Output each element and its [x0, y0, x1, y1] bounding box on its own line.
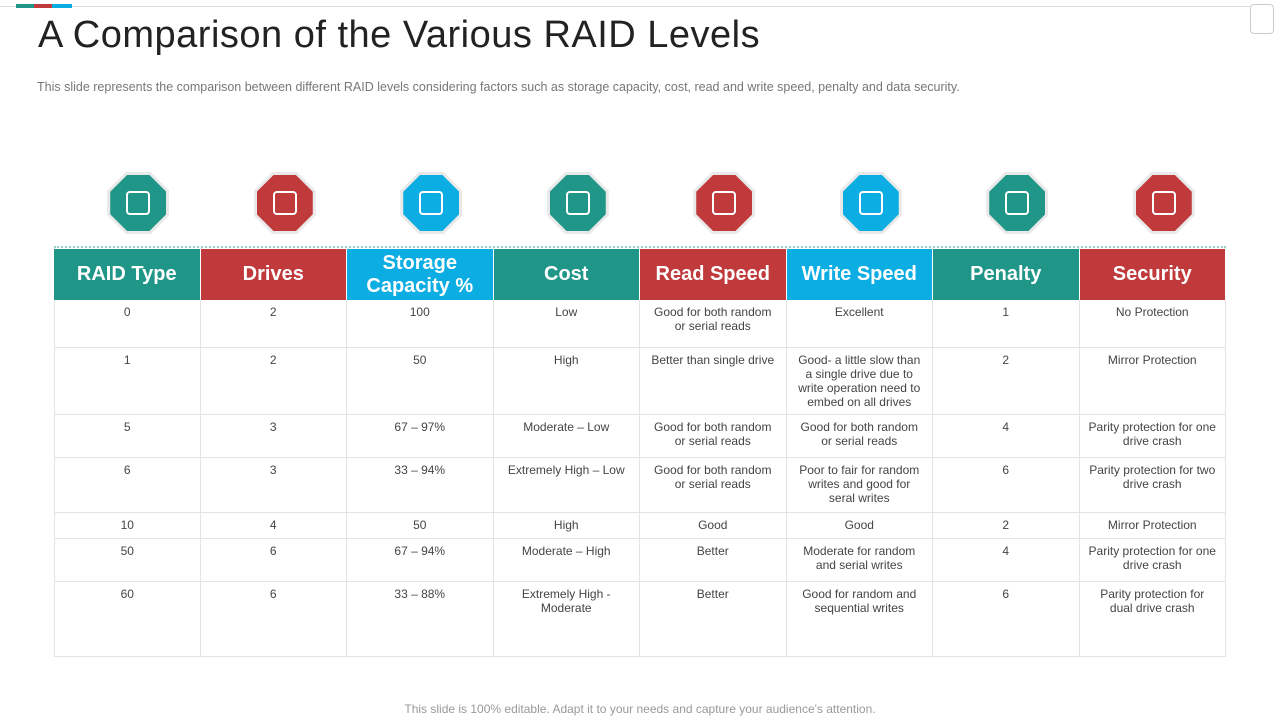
icon-glyph [419, 191, 444, 215]
table-cell: Moderate – Low [493, 415, 640, 458]
table-cell: 6 [933, 458, 1080, 513]
table-cell: Good for both random or serial reads [640, 300, 787, 348]
table-cell: 2 [200, 348, 347, 415]
table-cell: Extremely High – Low [493, 458, 640, 513]
table-cell: 60 [54, 582, 201, 657]
table-cell: 3 [200, 458, 347, 513]
header-cell: Penalty [933, 249, 1080, 300]
table-cell: 5 [54, 415, 201, 458]
table-cell: High [493, 513, 640, 539]
icon [403, 175, 460, 231]
header-cell: Cost [493, 249, 640, 300]
table-cell: 1 [933, 300, 1080, 348]
title: A Comparison of the Various RAID Levels [38, 14, 761, 56]
table-cell: 1 [54, 348, 201, 415]
icon-glyph [858, 191, 883, 215]
icon [696, 175, 753, 231]
icon-glyph [565, 191, 590, 215]
table-cell: Mirror Protection [1079, 513, 1226, 539]
table-cell: 100 [347, 300, 494, 348]
icon-glyph [712, 191, 737, 215]
table-cell: 33 – 88% [347, 582, 494, 657]
footer: This slide is 100% editable. Adapt it to… [404, 702, 876, 716]
icon-glyph [1151, 191, 1176, 215]
table-cell: Parity protection for one drive crash [1079, 415, 1226, 458]
table-cell: 0 [54, 300, 201, 348]
table-top-dots [54, 246, 1226, 248]
table-cell: Good for both random or serial reads [640, 458, 787, 513]
table-cell: 6 [933, 582, 1080, 657]
table-cell: 2 [200, 300, 347, 348]
table-cell: Moderate for random and serial writes [786, 539, 933, 582]
table-cell: Parity protection for two drive crash [1079, 458, 1226, 513]
accent-bar [52, 4, 72, 8]
icon [989, 175, 1046, 231]
accent-bar [34, 4, 52, 8]
table-cell: Extremely High - Moderate [493, 582, 640, 657]
table-cell: Good- a little slow than a single drive … [786, 348, 933, 415]
table-cell: 4 [933, 539, 1080, 582]
icon [842, 175, 899, 231]
table-cell: Parity protection for one drive crash [1079, 539, 1226, 582]
corner-box [1250, 4, 1274, 34]
icon [549, 175, 606, 231]
icon-glyph [1005, 191, 1030, 215]
table-cell: 10 [54, 513, 201, 539]
icon [1135, 175, 1192, 231]
header-cell: Security [1079, 249, 1226, 300]
table-cell: Good for both random or serial reads [786, 415, 933, 458]
header-cell: RAID Type [54, 249, 201, 300]
table-cell: Excellent [786, 300, 933, 348]
accent-bar [16, 4, 34, 8]
header-cell: Write Speed [786, 249, 933, 300]
table-cell: Moderate – High [493, 539, 640, 582]
table-cell: 2 [933, 513, 1080, 539]
table-cell: 33 – 94% [347, 458, 494, 513]
table-cell: 50 [54, 539, 201, 582]
icon [256, 175, 313, 231]
subtitle: This slide represents the comparison bet… [37, 80, 960, 94]
table-cell: No Protection [1079, 300, 1226, 348]
table-cell: 50 [347, 348, 494, 415]
table-cell: Low [493, 300, 640, 348]
icon-glyph [126, 191, 151, 215]
table-cell: Good for random and sequential writes [786, 582, 933, 657]
table-cell: 6 [200, 582, 347, 657]
table-cell: 4 [200, 513, 347, 539]
table-cell: Better than single drive [640, 348, 787, 415]
table-cell: Good [786, 513, 933, 539]
table-cell: High [493, 348, 640, 415]
table-cell: 67 – 97% [347, 415, 494, 458]
table-cell: Better [640, 582, 787, 657]
table-cell: 6 [200, 539, 347, 582]
header-cell: Storage Capacity % [347, 249, 494, 300]
table-cell: 67 – 94% [347, 539, 494, 582]
table-cell: Good [640, 513, 787, 539]
header-cell: Read Speed [640, 249, 787, 300]
icon [110, 175, 167, 231]
table-cell: Better [640, 539, 787, 582]
table-cell: 2 [933, 348, 1080, 415]
table-cell: 50 [347, 513, 494, 539]
table-cell: Good for both random or serial reads [640, 415, 787, 458]
table-cell: Mirror Protection [1079, 348, 1226, 415]
icon-glyph [272, 191, 297, 215]
table-cell: 3 [200, 415, 347, 458]
table-cell: Poor to fair for random writes and good … [786, 458, 933, 513]
table-cell: 6 [54, 458, 201, 513]
table-cell: Parity protection for dual drive crash [1079, 582, 1226, 657]
table-cell: 4 [933, 415, 1080, 458]
top-rule [0, 6, 1250, 7]
header-cell: Drives [200, 249, 347, 300]
